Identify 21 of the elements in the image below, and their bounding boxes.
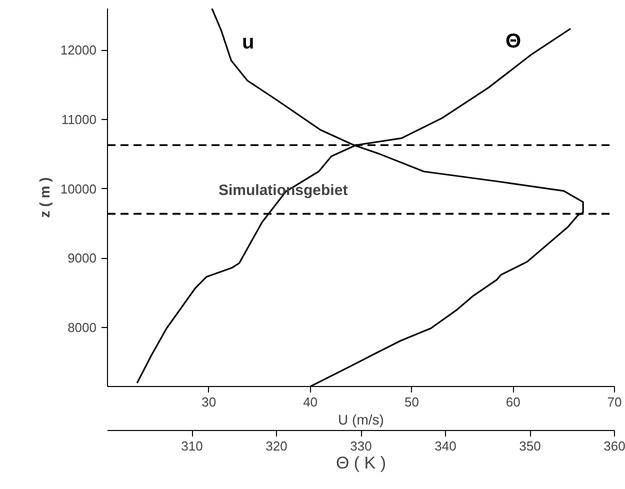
y-axis-title: z ( m ) <box>36 177 52 218</box>
x2-tick-label: 330 <box>350 438 372 454</box>
series-label: u <box>242 32 254 54</box>
x-tick-label: 30 <box>202 394 216 410</box>
y-tick-label: 11000 <box>61 112 96 127</box>
x2-axis-title: Θ ( K ) <box>336 454 386 472</box>
x2-tick-label: 360 <box>604 438 625 454</box>
x-axis-title: U (m/s) <box>338 412 384 428</box>
y-tick-label: 9000 <box>68 250 96 266</box>
x2-tick-label: 350 <box>519 438 541 454</box>
y-tick-label: 10000 <box>60 181 97 196</box>
x2-tick-label: 310 <box>181 438 203 454</box>
x2-tick-label: 320 <box>266 438 288 454</box>
y-tick-label: 8000 <box>68 320 96 336</box>
x-tick-label: 50 <box>404 394 419 410</box>
x2-tick-label: 340 <box>434 438 456 454</box>
y-tick-label: 12000 <box>60 42 97 58</box>
x-tick-label: 70 <box>607 394 622 410</box>
x-tick-label: 40 <box>303 394 318 410</box>
series-label: Θ <box>506 30 522 53</box>
x-tick-label: 60 <box>506 394 520 410</box>
